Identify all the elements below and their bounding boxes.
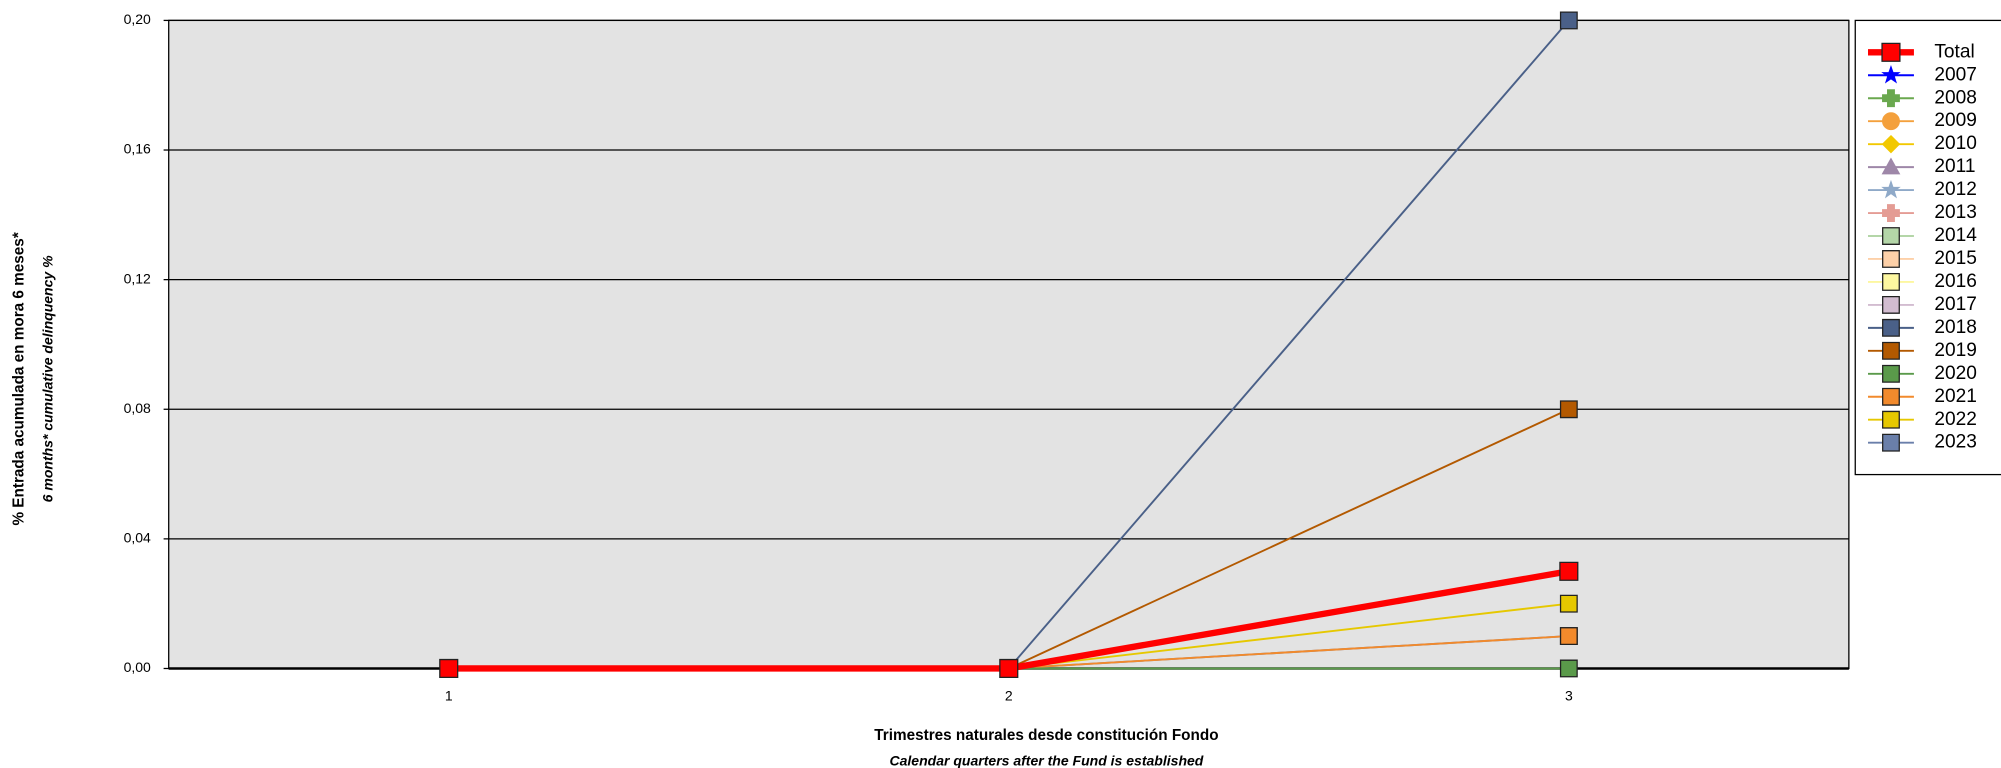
legend-label: 2009 (1934, 110, 1977, 131)
legend-box (1854, 19, 2001, 476)
legend-marker (1882, 250, 1900, 268)
legend-label: 2007 (1934, 64, 1977, 85)
x-tick-label: 3 (1565, 687, 1573, 703)
legend-marker (1881, 134, 1901, 154)
x-axis-subtitle: Calendar quarters after the Fund is esta… (889, 752, 1203, 768)
legend-marker (1882, 295, 1900, 314)
legend-label: 2022 (1934, 409, 1977, 430)
legend-marker (1882, 89, 1900, 108)
marker (1559, 594, 1578, 613)
y-axis-title: % Entrada acumulada en mora 6 meses* (10, 232, 27, 525)
legend-marker (1882, 387, 1900, 406)
plot-area (168, 19, 1850, 670)
legend-marker (1881, 42, 1901, 62)
y-tick-label: 0,20 (124, 11, 151, 27)
legend-label: 2018 (1934, 317, 1977, 338)
legend-label: 2019 (1934, 340, 1977, 361)
y-tick-label: 0,12 (124, 270, 151, 286)
marker (999, 658, 1019, 679)
legend-marker (1882, 273, 1900, 291)
legend-label: 2016 (1934, 271, 1977, 292)
marker (1559, 561, 1579, 581)
y-tick-label: 0,16 (124, 141, 151, 157)
legend-marker (1881, 179, 1901, 199)
legend-marker (1882, 318, 1900, 337)
legend-label: 2021 (1934, 386, 1977, 407)
legend-label: 2014 (1934, 225, 1977, 246)
legend-label: 2010 (1934, 133, 1977, 154)
marker (1559, 659, 1578, 678)
y-tick-label: 0,00 (124, 659, 151, 675)
legend-marker (1882, 341, 1900, 360)
x-tick-label: 1 (445, 687, 453, 703)
legend-label: 2020 (1934, 363, 1977, 384)
marker (439, 658, 459, 679)
legend-label: 2023 (1934, 432, 1977, 453)
marker (1559, 11, 1578, 30)
marker (1559, 627, 1578, 646)
legend-marker (1882, 433, 1900, 452)
legend-label: 2012 (1934, 179, 1977, 200)
legend-label: 2011 (1934, 156, 1975, 177)
legend-marker (1882, 227, 1900, 245)
legend-label: 2008 (1934, 87, 1977, 108)
legend-marker (1882, 364, 1900, 383)
legend-marker (1881, 157, 1901, 175)
y-tick-label: 0,08 (124, 400, 151, 416)
legend-label: 2013 (1934, 202, 1977, 223)
legend-marker (1881, 65, 1901, 84)
legend-label: 2015 (1934, 248, 1977, 269)
y-tick-label: 0,04 (124, 530, 151, 546)
x-axis-title: Trimestres naturales desde constitución … (874, 727, 1218, 744)
legend-marker (1882, 410, 1900, 429)
marker (1559, 400, 1578, 419)
legend-label: Total (1934, 41, 1974, 62)
x-tick-label: 2 (1005, 687, 1013, 703)
legend-marker (1882, 204, 1900, 222)
legend-marker (1882, 112, 1900, 131)
y-axis-subtitle: 6 months* cumulative delinquency % (39, 255, 55, 502)
legend-label: 2017 (1934, 294, 1977, 315)
